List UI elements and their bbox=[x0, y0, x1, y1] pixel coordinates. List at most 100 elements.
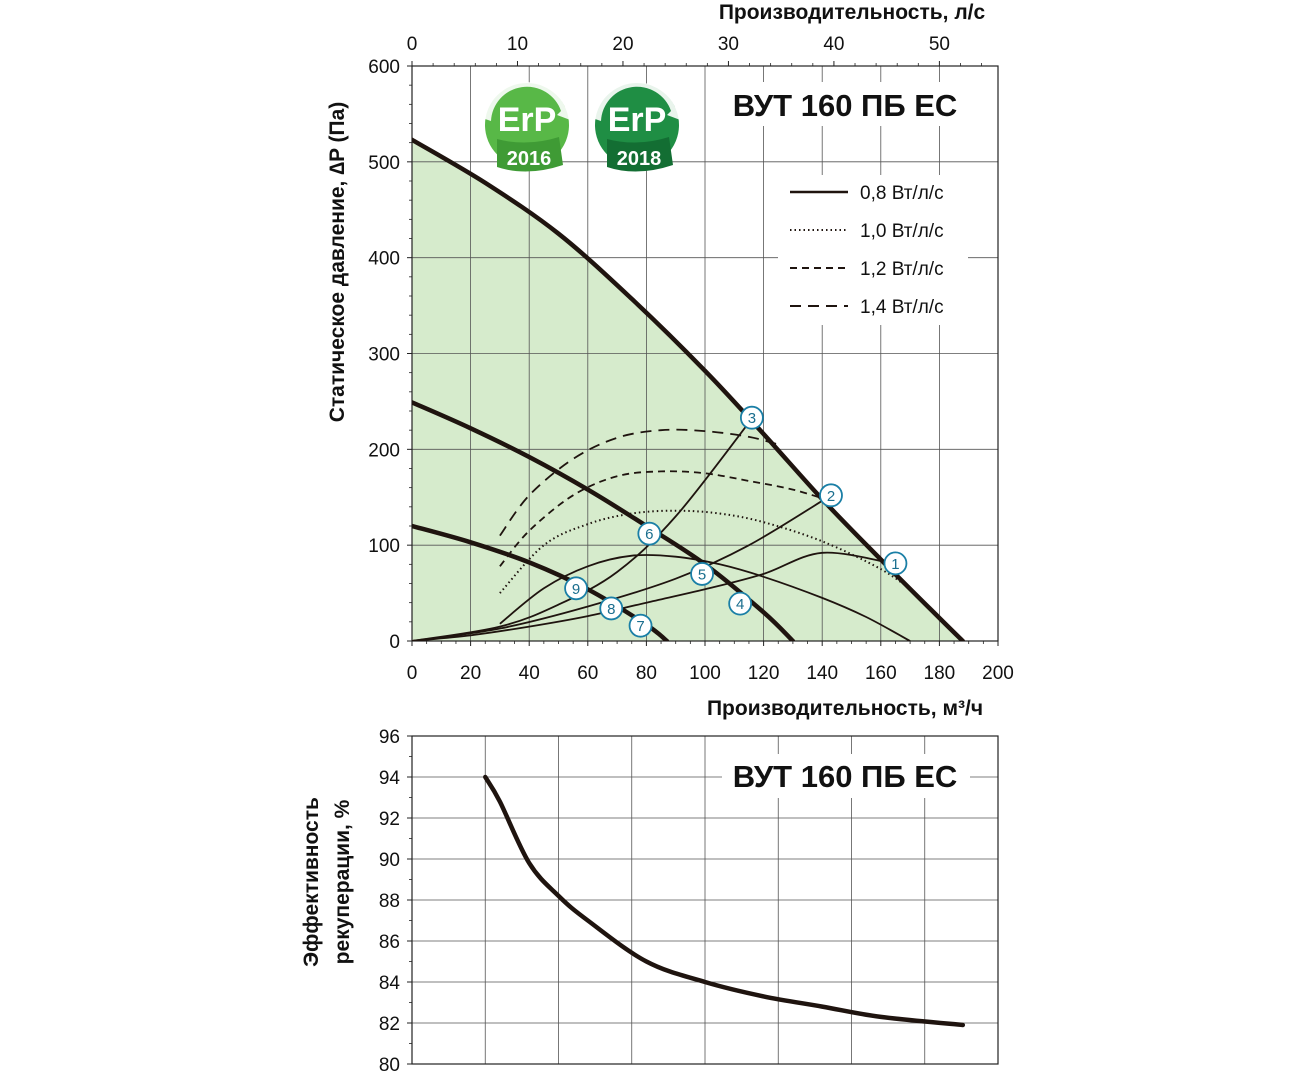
efficiency-chart: 80 82 84 86 88 90 92 94 96 ВУТ 160 ПБ ЕС Эффекти… bbox=[300, 727, 999, 1074]
operating-point-circle bbox=[728, 591, 753, 616]
y-axis-label: Статическое давление, ∆P (Па) bbox=[326, 102, 349, 423]
erp-2018-year: 2018 bbox=[617, 148, 662, 170]
operating-point-circle bbox=[599, 596, 624, 621]
operating-point-7: 7 bbox=[628, 613, 653, 638]
erp-badges: ErP 2016 ErP 2018 bbox=[485, 82, 683, 172]
x-tick-label: 40 bbox=[519, 663, 540, 684]
operating-point-label: 8 bbox=[607, 601, 615, 618]
efficiency-y-label-line2: рекуперации, % bbox=[331, 799, 354, 964]
x-tick-label: 0 bbox=[407, 663, 418, 684]
y-tick-label: 0 bbox=[389, 632, 400, 653]
operating-points: 1 2 3 4 5 6 7 8 9 bbox=[564, 405, 908, 638]
x2-axis-label: Производительность, л/с bbox=[719, 1, 986, 24]
erp-2016-label: ErP bbox=[498, 101, 557, 139]
system-curve-1 bbox=[412, 551, 893, 641]
efficiency-y-tick-label: 92 bbox=[379, 809, 400, 830]
erp-2018-badge: ErP 2018 bbox=[595, 82, 683, 172]
erp-2018-logo-swoosh bbox=[595, 82, 683, 121]
x-tick-label: 20 bbox=[460, 663, 481, 684]
system-curve-2 bbox=[412, 494, 832, 641]
x-tick-label: 180 bbox=[924, 663, 956, 684]
operating-point-5: 5 bbox=[690, 562, 714, 586]
y-tick-label: 600 bbox=[368, 57, 400, 78]
fan-curve-max bbox=[412, 137, 966, 641]
x-tick-label: 80 bbox=[636, 663, 657, 684]
y-axis-ticks: 0 100 200 300 400 500 600 bbox=[368, 57, 412, 653]
y-tick-label: 500 bbox=[368, 153, 400, 174]
operating-point-label: 4 bbox=[736, 596, 744, 613]
operating-point-label: 7 bbox=[636, 618, 644, 635]
operating-point-2: 2 bbox=[819, 483, 843, 508]
operating-point-label: 1 bbox=[891, 556, 899, 573]
efficiency-curve bbox=[483, 774, 966, 1028]
efficiency-y-tick-label: 96 bbox=[379, 727, 400, 748]
x2-tick-label: 40 bbox=[823, 34, 844, 55]
operating-point-9: 9 bbox=[564, 576, 588, 601]
x-axis-label: Производительность, м³/ч bbox=[707, 697, 983, 720]
efficiency-y-tick-label: 86 bbox=[379, 932, 400, 953]
power-curve-dashed-short bbox=[499, 470, 832, 567]
erp-2016-year: 2016 bbox=[507, 148, 552, 170]
efficiency-chart-title: ВУТ 160 ПБ ЕС bbox=[733, 759, 958, 794]
power-curve-dotted bbox=[499, 509, 917, 594]
x2-tick-label: 20 bbox=[612, 34, 633, 55]
operating-point-label: 6 bbox=[645, 526, 653, 543]
erp-2016-badge: ErP 2016 bbox=[485, 82, 573, 172]
operating-point-circle bbox=[819, 483, 843, 508]
efficiency-y-tick-label: 88 bbox=[379, 891, 400, 912]
x-tick-label: 60 bbox=[577, 663, 598, 684]
x2-tick-label: 30 bbox=[718, 34, 739, 55]
operating-point-label: 3 bbox=[748, 410, 756, 427]
y-tick-label: 200 bbox=[368, 440, 400, 461]
operating-point-label: 5 bbox=[698, 566, 706, 583]
x2-tick-label: 0 bbox=[407, 34, 418, 55]
operating-point-6: 6 bbox=[637, 521, 662, 546]
pressure-title-bg bbox=[722, 82, 970, 126]
operating-point-4: 4 bbox=[728, 591, 753, 616]
operating-point-circle bbox=[739, 405, 764, 430]
system-curve-3 bbox=[412, 418, 753, 641]
x-tick-label: 160 bbox=[865, 663, 897, 684]
legend-label: 1,0 Вт/л/с bbox=[860, 221, 944, 242]
operating-point-3: 3 bbox=[739, 405, 764, 430]
erp-2018-label: ErP bbox=[608, 101, 667, 139]
x2-tick-label: 10 bbox=[507, 34, 528, 55]
efficiency-y-tick-label: 80 bbox=[379, 1055, 400, 1074]
erp-2018-year-banner bbox=[607, 137, 673, 172]
pressure-chart: 0 20 40 60 80 100 120 140 160 180 200 010020030040… bbox=[326, 1, 1014, 720]
efficiency-y-label-line1: Эффективность bbox=[300, 797, 323, 967]
operating-point-label: 9 bbox=[572, 581, 580, 598]
legend-label: 1,2 Вт/л/с bbox=[860, 259, 944, 280]
x-tick-label: 100 bbox=[689, 663, 721, 684]
operating-point-circle bbox=[690, 562, 714, 586]
x-tick-label: 140 bbox=[806, 663, 838, 684]
fan-curve-mid bbox=[412, 400, 796, 641]
x-tick-label: 120 bbox=[748, 663, 780, 684]
legend-bg bbox=[778, 175, 968, 325]
operating-point-circle bbox=[564, 576, 588, 601]
power-curve-dashed-long bbox=[499, 428, 779, 537]
operating-point-8: 8 bbox=[599, 596, 624, 621]
system-curves bbox=[412, 418, 893, 641]
operating-point-1: 1 bbox=[883, 551, 908, 576]
legend-label: 0,8 Вт/л/с bbox=[860, 183, 944, 204]
legend: 0,8 Вт/л/с 1,0 Вт/л/с 1,2 Вт/л/с 1,4 Вт/л/с bbox=[790, 183, 944, 318]
operating-point-label: 2 bbox=[827, 488, 835, 505]
operating-area bbox=[412, 139, 963, 642]
x-axis-ticks: 0 20 40 60 80 100 120 140 160 180 200 bbox=[407, 641, 1014, 684]
efficiency-y-tick-label: 84 bbox=[379, 973, 401, 994]
legend-label: 1,4 Вт/л/с bbox=[860, 297, 944, 318]
pressure-chart-title: ВУТ 160 ПБ ЕС bbox=[733, 88, 958, 123]
erp-2016-year-banner bbox=[497, 137, 563, 172]
y-tick-label: 300 bbox=[368, 345, 400, 366]
efficiency-title-bg bbox=[722, 754, 970, 798]
efficiency-y-tick-label: 90 bbox=[379, 850, 400, 871]
operating-point-circle bbox=[628, 613, 653, 638]
x2-tick-label: 50 bbox=[929, 34, 950, 55]
efficiency-y-tick-label: 94 bbox=[379, 768, 401, 789]
operating-point-circle bbox=[637, 521, 662, 546]
efficiency-y-ticks: 80 82 84 86 88 90 92 94 96 bbox=[379, 727, 412, 1074]
x2-axis-ticks: 0 10 20 30 40 50 bbox=[407, 34, 982, 66]
efficiency-y-tick-label: 82 bbox=[379, 1014, 400, 1035]
